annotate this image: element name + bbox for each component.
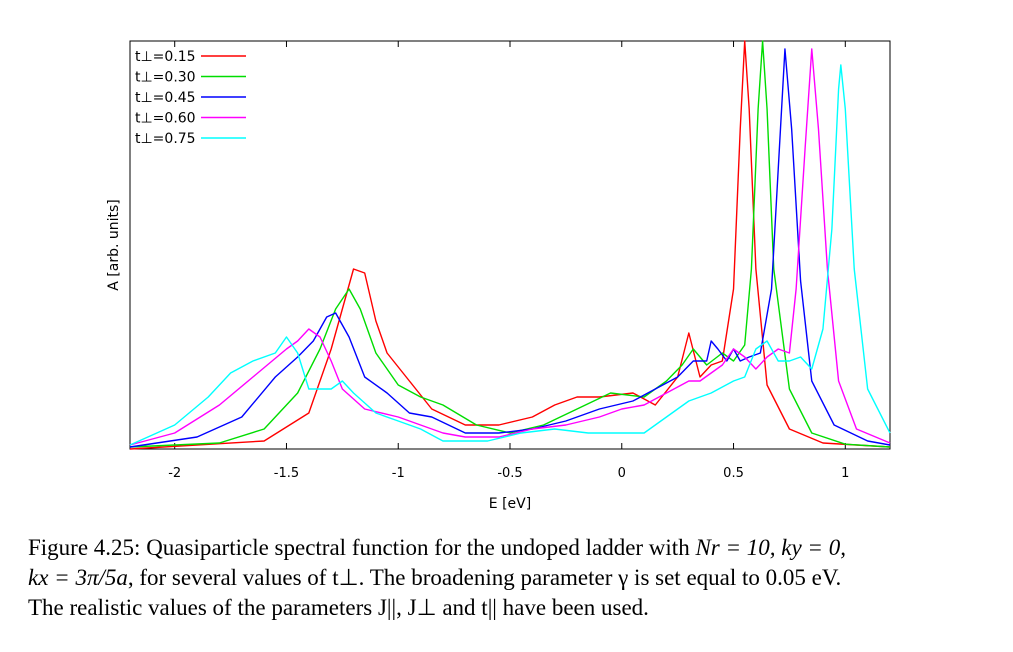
series-line-5 xyxy=(129,64,891,446)
series-line-4 xyxy=(129,48,891,446)
series-lines xyxy=(129,40,891,450)
caption-text: , for several values of t⊥. The broadeni… xyxy=(127,565,842,590)
series-line-1 xyxy=(129,40,891,450)
caption-text: Figure 4.25: Quasiparticle spectral func… xyxy=(28,535,696,560)
caption-line-3: The realistic values of the parameters J… xyxy=(28,593,1003,623)
x-tick-label: -1.5 xyxy=(274,466,299,481)
legend: t⊥=0.15 t⊥=0.30 t⊥=0.45 t⊥=0.60 t⊥=0.75 xyxy=(135,49,246,147)
plot-frame xyxy=(129,40,891,450)
figure-caption: Figure 4.25: Quasiparticle spectral func… xyxy=(28,533,1003,623)
x-tick-label: 0 xyxy=(618,466,626,481)
spectral-function-chart: -2 -1.5 -1 -0.5 0 0.5 1 t⊥=0.15t⊥=0.30t⊥=0.45t… xyxy=(106,40,891,512)
legend-label: t⊥=0.15 xyxy=(135,49,196,65)
x-tick-label: 1 xyxy=(841,466,849,481)
caption-line-2: kx = 3π/5a, for several values of t⊥. Th… xyxy=(28,563,1003,593)
x-tick-label: -2 xyxy=(168,466,181,481)
x-tick-label: -0.5 xyxy=(497,466,522,481)
y-axis-label: A [arb. units] xyxy=(106,199,122,291)
legend-label: t⊥=0.75 xyxy=(135,131,196,147)
caption-math: kx = 3π/5a xyxy=(28,565,128,590)
caption-math: Nr = 10, ky = 0, xyxy=(695,535,846,560)
x-tick-label: 0.5 xyxy=(723,466,744,481)
legend-label: t⊥=0.30 xyxy=(135,70,196,86)
x-tick-label: -1 xyxy=(392,466,405,481)
legend-label: t⊥=0.60 xyxy=(135,111,196,127)
series-line-3 xyxy=(129,48,891,448)
caption-text: The realistic values of the parameters J… xyxy=(28,595,649,620)
x-ticks: -2 -1.5 -1 -0.5 0 0.5 1 xyxy=(168,41,849,481)
series-line-2 xyxy=(129,40,891,448)
x-axis-label: E [eV] xyxy=(489,496,531,512)
legend-label: t⊥=0.45 xyxy=(135,90,196,106)
caption-line-1: Figure 4.25: Quasiparticle spectral func… xyxy=(28,533,1003,563)
